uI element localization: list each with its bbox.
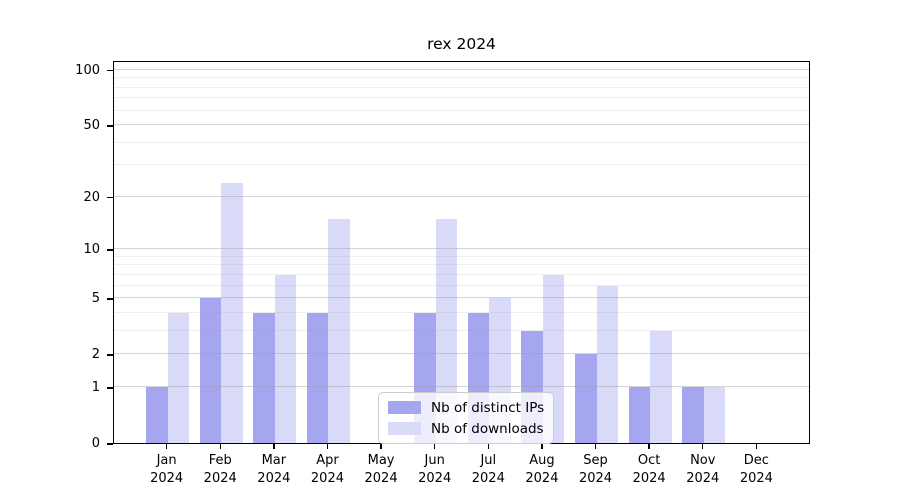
- minor-gridline: [114, 77, 809, 79]
- y-tick-mark: [107, 197, 113, 199]
- minor-gridline: [114, 97, 809, 99]
- y-tick-label: 100: [75, 62, 100, 78]
- major-gridline: [114, 248, 809, 250]
- bar-distinct-ips-nov: [682, 386, 704, 443]
- y-tick-label: 50: [83, 118, 100, 134]
- legend-swatch-downloads-icon: [388, 422, 421, 435]
- bar-downloads-apr: [328, 218, 350, 443]
- x-tick-mark: [219, 444, 221, 449]
- minor-gridline: [114, 264, 809, 266]
- bar-distinct-ips-feb: [199, 298, 222, 443]
- major-gridline: [114, 68, 809, 70]
- y-tick-mark: [107, 70, 113, 72]
- minor-gridline: [114, 273, 809, 275]
- x-tick-label-jan: Jan 2024: [150, 453, 184, 486]
- bar-downloads-mar: [274, 274, 297, 443]
- bar-downloads-jan: [167, 312, 190, 443]
- y-tick-mark: [107, 125, 113, 127]
- y-tick-mark: [107, 354, 113, 356]
- y-tick-mark: [107, 249, 113, 251]
- minor-gridline: [114, 284, 809, 286]
- plot-area: [113, 61, 810, 444]
- y-tick-label: 1: [91, 379, 100, 395]
- bar-distinct-ips-mar: [253, 312, 275, 443]
- x-tick-label-may: May 2024: [364, 453, 398, 486]
- y-tick-label: 20: [83, 189, 100, 205]
- legend-swatch-distinct-ips-icon: [388, 401, 421, 414]
- x-tick-label-jun: Jun 2024: [418, 453, 452, 486]
- major-gridline: [114, 124, 809, 126]
- bar-distinct-ips-apr: [307, 312, 329, 443]
- minor-gridline: [114, 141, 809, 143]
- y-tick-label: 0: [91, 436, 100, 451]
- minor-gridline: [114, 311, 809, 313]
- minor-gridline: [114, 109, 809, 111]
- y-tick-label: 2: [91, 347, 100, 363]
- x-tick-label-oct: Oct 2024: [632, 453, 666, 486]
- major-gridline: [114, 297, 809, 299]
- y-tick-mark: [107, 298, 113, 300]
- legend-item-distinct-ips: Nb of distinct IPs: [388, 398, 544, 417]
- x-tick-label-dec: Dec 2024: [739, 453, 773, 486]
- minor-gridline: [114, 86, 809, 88]
- x-axis: Jan 2024 Feb 2024 Mar 2024 Apr 2024 May 2024 Jun 20…: [113, 444, 810, 500]
- x-tick-mark: [755, 444, 758, 449]
- x-tick-label-mar: Mar 2024: [257, 453, 291, 486]
- x-tick-label-feb: Feb 2024: [203, 453, 237, 486]
- legend-item-downloads: Nb of downloads: [388, 419, 544, 438]
- x-tick-label-aug: Aug 2024: [525, 453, 559, 486]
- x-tick-mark: [648, 444, 650, 449]
- y-tick-mark: [107, 443, 113, 445]
- x-tick-mark: [380, 444, 382, 449]
- x-tick-mark: [541, 444, 543, 449]
- x-tick-label-jul: Jul 2024: [471, 453, 505, 486]
- bar-downloads-jun: [435, 218, 458, 443]
- minor-gridline: [114, 329, 809, 331]
- x-tick-mark: [326, 444, 329, 449]
- bar-downloads-sep: [596, 285, 618, 443]
- x-tick-mark: [273, 444, 275, 449]
- y-axis: 0 1 2 5 10 20 50 100: [0, 61, 113, 451]
- x-tick-label-nov: Nov 2024: [686, 453, 720, 486]
- x-tick-mark: [702, 444, 704, 449]
- x-tick-mark: [165, 444, 168, 449]
- x-tick-mark: [433, 444, 436, 449]
- bar-distinct-ips-jan: [146, 386, 168, 443]
- y-tick-mark: [107, 387, 113, 389]
- major-gridline: [114, 385, 809, 387]
- x-tick-mark: [594, 444, 597, 449]
- legend-label-distinct-ips: Nb of distinct IPs: [431, 399, 545, 416]
- x-tick-mark: [487, 444, 489, 449]
- chart-title: rex 2024: [427, 35, 496, 53]
- major-gridline: [114, 195, 809, 197]
- legend-label-downloads: Nb of downloads: [431, 420, 544, 437]
- minor-gridline: [114, 164, 809, 166]
- bar-distinct-ips-sep: [575, 354, 597, 443]
- bar-downloads-feb: [221, 182, 243, 443]
- bar-downloads-nov: [703, 386, 726, 443]
- legend: Nb of distinct IPs Nb of downloads: [378, 392, 555, 444]
- y-tick-label: 5: [91, 291, 100, 307]
- bar-distinct-ips-oct: [628, 386, 651, 443]
- y-tick-label: 10: [83, 242, 100, 258]
- minor-gridline: [114, 255, 809, 257]
- major-gridline: [114, 353, 809, 355]
- x-tick-label-apr: Apr 2024: [310, 453, 344, 486]
- x-tick-label-sep: Sep 2024: [578, 453, 613, 486]
- bar-downloads-oct: [650, 330, 672, 443]
